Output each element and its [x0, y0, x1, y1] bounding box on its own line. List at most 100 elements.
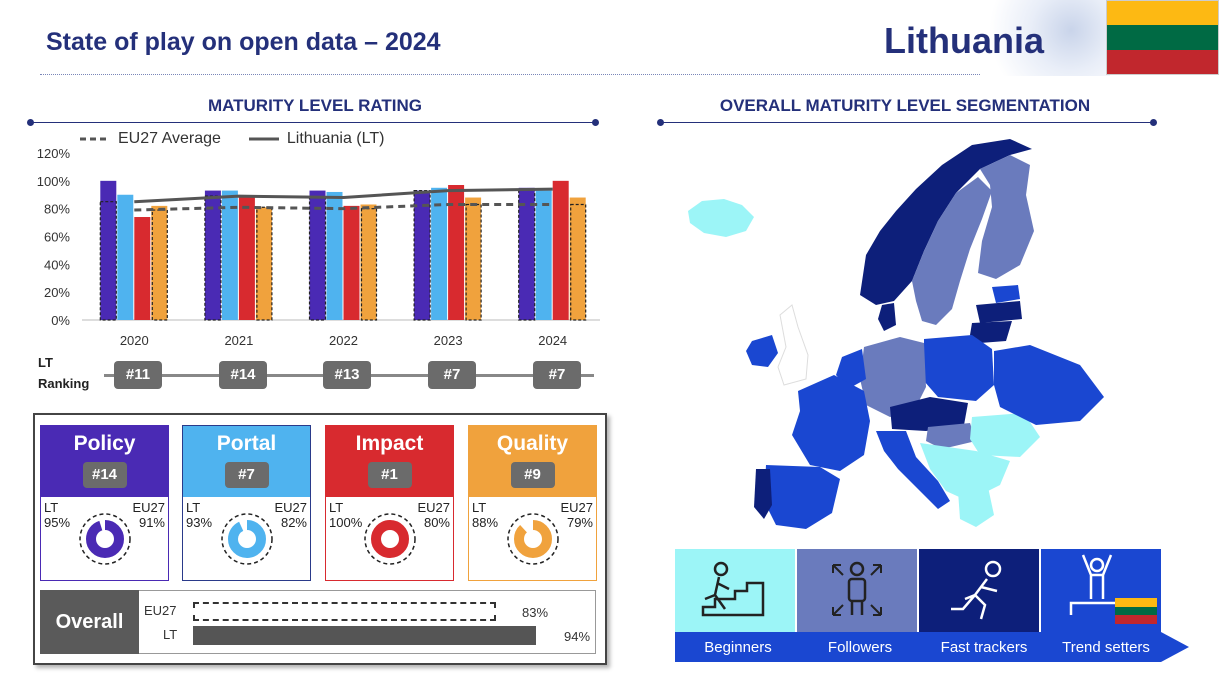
eu-score: 79%: [566, 515, 593, 530]
donut-eu-ring: [507, 513, 559, 565]
dimension-card-quality: Quality #9 LT 88% EU27 79%: [468, 425, 597, 581]
map-eastern-europe: [994, 345, 1104, 425]
bar-overlay-2023: [413, 189, 431, 321]
stairs-climber-icon: [701, 561, 765, 617]
y-tick-label: 100%: [37, 174, 71, 189]
x-tick-label: 2022: [329, 333, 358, 348]
donut-lt-ring: [514, 520, 552, 558]
x-tick-label: 2024: [538, 333, 567, 348]
map-central-europe: [890, 397, 968, 431]
donut-lt-ring: [228, 520, 266, 558]
lt-score: 93%: [186, 515, 213, 530]
bar-portal-2022: [326, 191, 343, 320]
y-tick-label: 20%: [44, 285, 70, 300]
overall-label: Overall: [40, 590, 139, 654]
overall-lt-bar: [193, 626, 537, 645]
dimension-rank-badge: #14: [82, 462, 127, 488]
country-name: Lithuania: [884, 20, 1044, 61]
legend-lt: Lithuania (LT): [248, 130, 384, 148]
dimension-rank-badge: #7: [224, 462, 269, 488]
lt-label: LT: [329, 500, 344, 515]
dimension-name: Quality: [496, 432, 569, 455]
dimension-lt: LT 88%: [472, 500, 498, 530]
bar-portal-2023: [431, 187, 448, 320]
dimension-rank-badge: #9: [510, 462, 555, 488]
dimension-lt: LT 93%: [186, 500, 212, 530]
dimension-eu: EU27 79%: [560, 500, 593, 530]
rank-badge-2021: #14: [219, 361, 267, 389]
bar-overlay-eu-2024: [570, 203, 587, 321]
map-greece: [958, 487, 994, 527]
map-iceland: [688, 199, 754, 237]
map-benelux: [836, 349, 866, 389]
map-hungary: [926, 423, 976, 449]
eu-score: 82%: [280, 515, 307, 530]
impact-donut-icon: [364, 513, 416, 565]
segmentation-rule: [660, 122, 1154, 123]
x-tick-label: 2023: [434, 333, 463, 348]
flag-stripe-red: [1107, 49, 1218, 74]
x-tick-label: 2021: [224, 333, 253, 348]
lithuania-flag: [1106, 0, 1219, 75]
bar-impact-2021: [238, 196, 255, 320]
map-poland: [924, 335, 994, 401]
page-title: State of play on open data – 2024: [46, 28, 441, 56]
segmentation-rule-dot-right: [1150, 119, 1157, 126]
dimension-name: Policy: [73, 432, 136, 455]
bar-quality-2024: [569, 197, 586, 320]
bar-policy-2023: [414, 190, 431, 320]
eu-label: EU27: [132, 500, 165, 515]
bar-portal-2020: [117, 194, 134, 320]
lt-score: 100%: [329, 515, 363, 530]
segment-label-followers: Followers: [827, 639, 893, 656]
segment-flag-marker: [1115, 598, 1157, 624]
dimension-body: LT 95% EU27 91%: [41, 497, 168, 581]
segment-tile-fast-trackers: [919, 549, 1039, 632]
map-balkans: [920, 443, 1010, 501]
ranking-label: LT Ranking: [38, 352, 89, 394]
segment-tile-followers: [797, 549, 917, 632]
bar-impact-2024: [552, 180, 569, 320]
map-france: [792, 375, 870, 471]
segment-tile-trend-setters: [1041, 549, 1161, 632]
dimension-body: LT 88% EU27 79%: [469, 497, 596, 581]
legend-eu27: EU27 Average: [80, 130, 221, 148]
overall-eu-bar: [193, 602, 496, 621]
lt-label: LT: [44, 500, 59, 515]
dimension-body: LT 93% EU27 82%: [183, 497, 310, 581]
bar-impact-2020: [134, 217, 151, 320]
rank-badge-2023: #7: [428, 361, 476, 389]
segmentation-title: OVERALL MATURITY LEVEL SEGMENTATION: [719, 96, 1091, 115]
map-romania: [970, 413, 1040, 457]
bar-policy-2022: [309, 190, 326, 320]
segment-progress-arrow: [675, 632, 1189, 662]
map-latvia: [976, 301, 1022, 323]
dimension-card-portal: Portal #7 LT 93% EU27 82%: [182, 425, 311, 581]
donut-eu-ring: [364, 513, 416, 565]
y-tick-label: 40%: [44, 257, 70, 272]
lt-label: LT: [472, 500, 487, 515]
map-norway: [860, 139, 1032, 305]
bar-policy-2020: [100, 180, 117, 320]
bar-policy-2024: [518, 187, 535, 320]
donut-lt-ring: [86, 520, 124, 558]
flag-stripe-green: [1107, 25, 1218, 50]
y-tick-label: 120%: [37, 146, 71, 161]
europe-map: [688, 139, 1104, 529]
lt-label: LT: [186, 500, 201, 515]
rank-badge-2022: #13: [323, 361, 371, 389]
dimension-card-impact: Impact #1 LT 100% EU27 80%: [325, 425, 454, 581]
segment-label-beginners: Beginners: [704, 639, 772, 656]
bar-quality-2020: [151, 205, 168, 320]
segment-label-fast-trackers: Fast trackers: [940, 639, 1028, 656]
map-denmark: [878, 303, 896, 331]
dimension-card-policy: Policy #14 LT 95% EU27 91%: [40, 425, 169, 581]
dimension-name: Portal: [216, 432, 277, 455]
bar-overlay-eu-2021: [256, 206, 273, 321]
y-tick-label: 80%: [44, 202, 70, 217]
dimension-header: Portal #7: [183, 426, 310, 497]
map-portugal: [754, 469, 772, 519]
ranking-label-lt: LT: [38, 355, 53, 370]
line-eu27-average: [134, 202, 553, 212]
map-lithuania: [970, 321, 1012, 343]
